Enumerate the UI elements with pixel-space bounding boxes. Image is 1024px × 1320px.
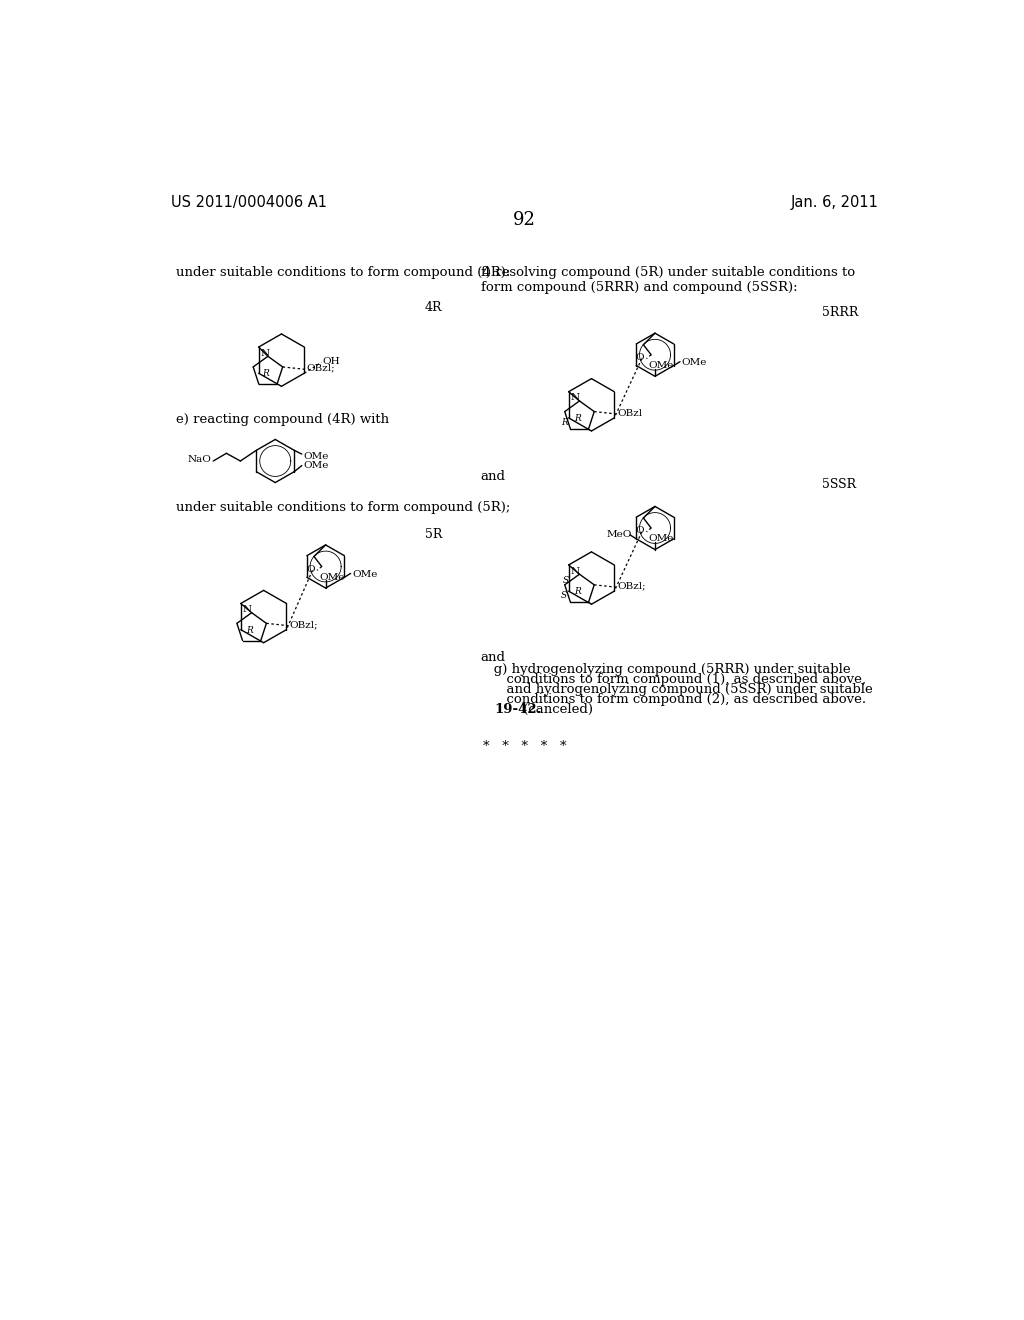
Text: OMe: OMe <box>303 451 329 461</box>
Text: Jan. 6, 2011: Jan. 6, 2011 <box>791 194 879 210</box>
Text: and hydrogenolyzing compound (5SSR) under suitable: and hydrogenolyzing compound (5SSR) unde… <box>480 682 872 696</box>
Text: (canceled): (canceled) <box>519 702 593 715</box>
Text: OMe: OMe <box>352 570 378 578</box>
Text: O: O <box>636 527 644 536</box>
Text: OMe: OMe <box>649 535 674 543</box>
Text: under suitable conditions to form compound (4R):: under suitable conditions to form compou… <box>176 267 510 280</box>
Text: OMe: OMe <box>682 358 707 367</box>
Text: 4R: 4R <box>425 301 442 314</box>
Text: N: N <box>570 393 580 403</box>
Text: g) hydrogenolyzing compound (5RRR) under suitable: g) hydrogenolyzing compound (5RRR) under… <box>480 663 850 676</box>
Text: under suitable conditions to form compound (5R);: under suitable conditions to form compou… <box>176 502 510 513</box>
Text: conditions to form compound (1), as described above,: conditions to form compound (1), as desc… <box>480 673 865 686</box>
Text: N: N <box>260 348 269 358</box>
Text: OBzl;: OBzl; <box>617 582 646 591</box>
Text: OMe: OMe <box>319 573 345 582</box>
Text: and: and <box>480 470 506 483</box>
Text: US 2011/0004006 A1: US 2011/0004006 A1 <box>171 194 327 210</box>
Text: 5RRR: 5RRR <box>821 306 858 319</box>
Text: R: R <box>561 418 567 426</box>
Text: 92: 92 <box>513 211 537 228</box>
Text: MeO: MeO <box>607 529 632 539</box>
Text: OMe: OMe <box>649 360 674 370</box>
Text: N: N <box>243 605 252 614</box>
Text: OBzl;: OBzl; <box>290 620 318 630</box>
Text: conditions to form compound (2), as described above.: conditions to form compound (2), as desc… <box>480 693 865 706</box>
Text: R: R <box>262 370 269 379</box>
Text: *   *   *   *   *: * * * * * <box>483 739 566 752</box>
Text: R: R <box>574 587 581 597</box>
Text: OH: OH <box>323 358 341 366</box>
Text: 19-42.: 19-42. <box>495 702 542 715</box>
Text: f) resolving compound (5R) under suitable conditions to
form compound (5RRR) and: f) resolving compound (5R) under suitabl… <box>480 267 855 294</box>
Text: R: R <box>574 414 581 422</box>
Text: and: and <box>480 651 506 664</box>
Text: S: S <box>561 591 567 601</box>
Text: S: S <box>562 576 568 585</box>
Text: OBzl;: OBzl; <box>306 364 335 372</box>
Text: NaO: NaO <box>187 455 212 463</box>
Text: R: R <box>246 626 253 635</box>
Text: O: O <box>306 565 314 574</box>
Text: OBzl: OBzl <box>617 408 643 417</box>
Text: OMe: OMe <box>303 461 329 470</box>
Text: O: O <box>636 354 644 362</box>
Text: e) reacting compound (4R) with: e) reacting compound (4R) with <box>176 412 389 425</box>
Text: N: N <box>570 566 580 576</box>
Text: 5SSR: 5SSR <box>821 478 856 491</box>
Text: 5R: 5R <box>425 528 442 541</box>
